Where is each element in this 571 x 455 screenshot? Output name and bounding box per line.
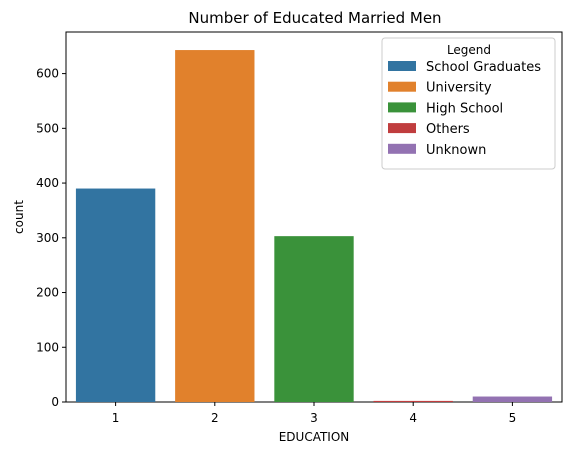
bar-2: [175, 50, 255, 402]
y-tick-label: 500: [36, 121, 59, 135]
legend-label: High School: [426, 101, 503, 116]
y-axis-label: count: [12, 200, 26, 234]
x-axis-ticks: 1 2 3 4 5: [112, 402, 516, 425]
x-tick-label: 4: [409, 411, 417, 425]
y-tick-label: 600: [36, 67, 59, 81]
legend-box: [381, 37, 556, 170]
legend-swatch: [388, 102, 416, 113]
y-tick-label: 300: [36, 231, 59, 245]
bars-group: [75, 50, 553, 402]
legend-label: School Graduates: [426, 60, 541, 75]
x-tick-label: 3: [310, 411, 318, 425]
y-tick-label: 100: [36, 340, 59, 354]
legend-entries: School Graduates University High School Oth…: [388, 60, 541, 158]
legend-title: Legend: [447, 43, 491, 57]
y-tick-label: 0: [51, 395, 59, 409]
bar-3: [274, 236, 354, 402]
legend-swatch: [388, 143, 416, 154]
x-tick-label: 1: [112, 411, 120, 425]
y-tick-label: 400: [36, 176, 59, 190]
bar-4: [373, 400, 453, 402]
bar-1: [75, 188, 156, 402]
legend: Legend School Graduates University High Sc…: [381, 37, 556, 170]
x-tick-label: 5: [509, 411, 517, 425]
legend-swatch: [388, 81, 416, 92]
legend-swatch: [388, 61, 416, 71]
legend-label: Unknown: [426, 143, 486, 158]
legend-label: University: [426, 81, 492, 96]
legend-swatch: [388, 123, 416, 134]
y-tick-label: 200: [36, 286, 59, 300]
x-tick-label: 2: [211, 411, 219, 425]
bar-5: [472, 396, 553, 402]
chart-title: Number of Educated Married Men: [188, 9, 441, 27]
legend-label: Others: [426, 122, 470, 137]
y-axis-ticks: 0 100 200 300 400 500 600: [36, 67, 66, 409]
x-axis-label: EDUCATION: [279, 430, 350, 444]
